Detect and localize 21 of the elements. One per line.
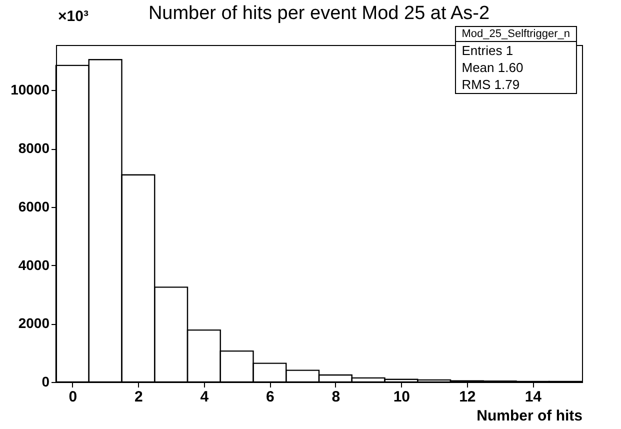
- text: Mod_25_Selftrigger_n: [456, 27, 576, 42]
- x-tick-label: 14: [524, 388, 542, 406]
- x-tick-label: 0: [68, 388, 78, 406]
- y-tick-label: 2000: [18, 315, 50, 332]
- y-tick-label: 6000: [18, 198, 50, 214]
- y-tick-label: 4000: [18, 256, 50, 273]
- x-tick-label: 2: [134, 388, 143, 406]
- annotation: Mean 1.60: [460, 59, 524, 76]
- x-tick-label: 8: [332, 388, 340, 406]
- x-tick-label: 12: [459, 388, 476, 406]
- y-tick-label: 0: [42, 374, 50, 390]
- x-tick-label: 10: [393, 388, 410, 406]
- text: ×10³: [58, 8, 88, 25]
- annotation: RMS 1.79: [460, 76, 521, 93]
- y-tick-label: 10000: [10, 82, 50, 98]
- x-tick-label: 6: [266, 388, 274, 406]
- x-axis-title: Number of hits: [476, 408, 582, 424]
- y-tick-label: 8000: [18, 140, 50, 156]
- annotation: Entries 1: [460, 42, 514, 59]
- chart-title: Number of hits per event Mod 25 at As-2: [148, 3, 490, 24]
- x-tick-label: 4: [200, 388, 210, 406]
